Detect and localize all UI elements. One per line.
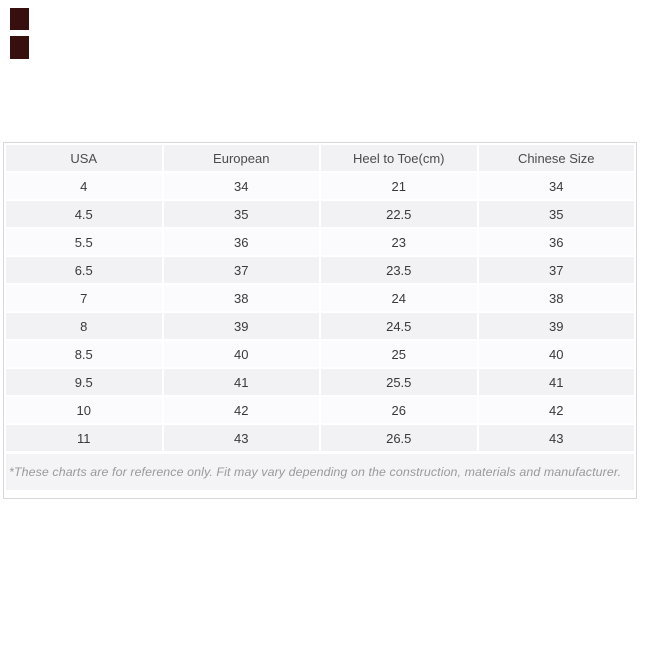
column-header-european: European: [163, 145, 319, 171]
table-cell: 11: [6, 425, 162, 451]
table-cell: 41: [163, 369, 319, 395]
table-cell: 38: [163, 285, 319, 311]
table-row: 11 43 26.5 43: [6, 425, 634, 451]
table-row: 7 38 24 38: [6, 285, 634, 311]
table-cell: 39: [163, 313, 319, 339]
table-cell: 6.5: [6, 257, 162, 283]
table-cell: 23.5: [321, 257, 477, 283]
table-cell: 4: [6, 173, 162, 199]
table-cell: 34: [163, 173, 319, 199]
table-cell: 41: [478, 369, 634, 395]
table-cell: 40: [163, 341, 319, 367]
table-cell: 8: [6, 313, 162, 339]
column-header-chinese-size: Chinese Size: [478, 145, 634, 171]
table-row: 10 42 26 42: [6, 397, 634, 423]
reference-footnote: *These charts are for reference only. Fi…: [6, 454, 634, 490]
table-cell: 24.5: [321, 313, 477, 339]
table-cell: 26.5: [321, 425, 477, 451]
table-cell: 37: [163, 257, 319, 283]
table-cell: 40: [478, 341, 634, 367]
table-cell: 34: [478, 173, 634, 199]
table-row: 4.5 35 22.5 35: [6, 201, 634, 227]
table-cell: 35: [478, 201, 634, 227]
table-cell: 24: [321, 285, 477, 311]
table-cell: 36: [163, 229, 319, 255]
decor-square-bottom: [10, 36, 29, 59]
table-row: 8 39 24.5 39: [6, 313, 634, 339]
header-row: USA European Heel to Toe(cm) Chinese Siz…: [6, 145, 634, 171]
table-cell: 25: [321, 341, 477, 367]
table-cell: 43: [163, 425, 319, 451]
table-cell: 21: [321, 173, 477, 199]
table-cell: 5.5: [6, 229, 162, 255]
size-chart-header: USA European Heel to Toe(cm) Chinese Siz…: [6, 145, 634, 171]
table-cell: 25.5: [321, 369, 477, 395]
table-row: 4 34 21 34: [6, 173, 634, 199]
table-row: 9.5 41 25.5 41: [6, 369, 634, 395]
table-row: 8.5 40 25 40: [6, 341, 634, 367]
decor-square-top: [10, 8, 29, 30]
table-cell: 22.5: [321, 201, 477, 227]
table-cell: 4.5: [6, 201, 162, 227]
table-cell: 7: [6, 285, 162, 311]
size-chart-body: 4 34 21 34 4.5 35 22.5 35 5.5 36 23 36 6.5 37 23.5 37 7 3…: [6, 173, 634, 451]
table-cell: 42: [478, 397, 634, 423]
table-row: 6.5 37 23.5 37: [6, 257, 634, 283]
column-header-usa: USA: [6, 145, 162, 171]
table-cell: 37: [478, 257, 634, 283]
table-cell: 10: [6, 397, 162, 423]
column-header-heel-to-toe: Heel to Toe(cm): [321, 145, 477, 171]
table-cell: 42: [163, 397, 319, 423]
table-cell: 8.5: [6, 341, 162, 367]
size-chart-container: USA European Heel to Toe(cm) Chinese Siz…: [3, 142, 637, 499]
table-cell: 26: [321, 397, 477, 423]
table-cell: 23: [321, 229, 477, 255]
size-chart-table: USA European Heel to Toe(cm) Chinese Siz…: [4, 143, 636, 453]
table-cell: 9.5: [6, 369, 162, 395]
table-cell: 36: [478, 229, 634, 255]
table-row: 5.5 36 23 36: [6, 229, 634, 255]
table-cell: 39: [478, 313, 634, 339]
table-cell: 43: [478, 425, 634, 451]
table-cell: 35: [163, 201, 319, 227]
table-cell: 38: [478, 285, 634, 311]
